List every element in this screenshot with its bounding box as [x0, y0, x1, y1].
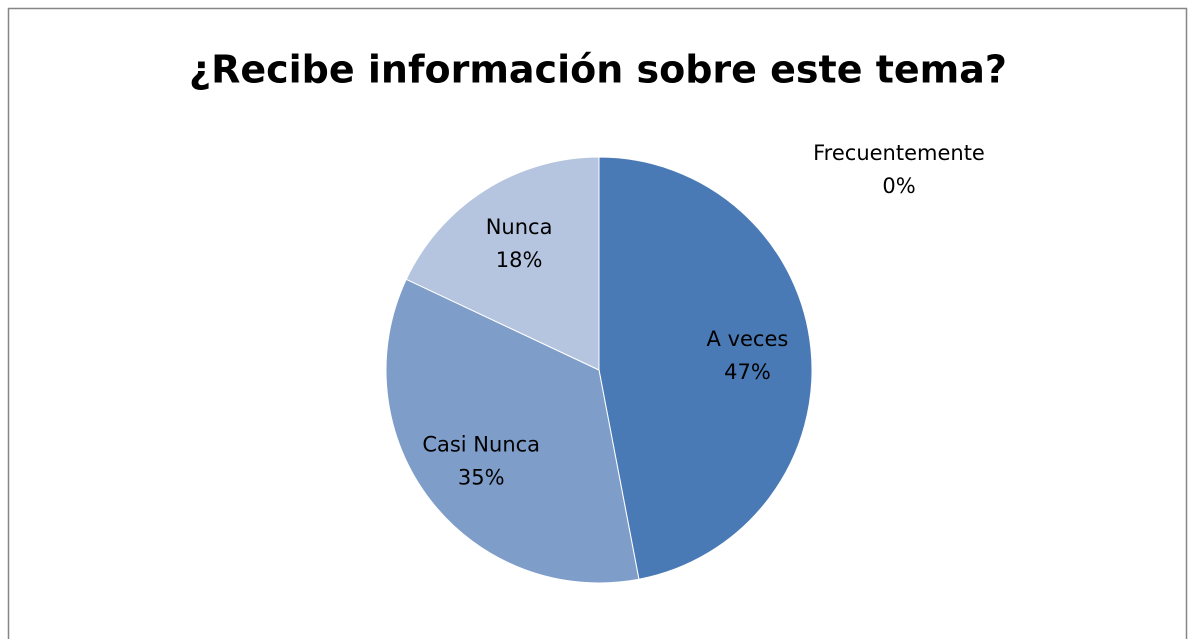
slice-value-label: 0% — [882, 174, 915, 198]
slice-label: Nunca — [486, 215, 553, 239]
pie-slice — [598, 156, 813, 580]
slice-label: Frecuentemente — [813, 141, 985, 165]
pie-slice — [405, 156, 600, 371]
slice-value-label: 35% — [458, 465, 505, 489]
slice-label: Casi Nunca — [422, 432, 540, 456]
chart-title: ¿Recibe información sobre este tema? — [189, 48, 1007, 92]
slice-value-label: 18% — [496, 248, 543, 272]
slice-label: A veces — [707, 327, 789, 351]
pie-slice — [385, 278, 640, 584]
slice-value-label: 47% — [724, 360, 771, 384]
